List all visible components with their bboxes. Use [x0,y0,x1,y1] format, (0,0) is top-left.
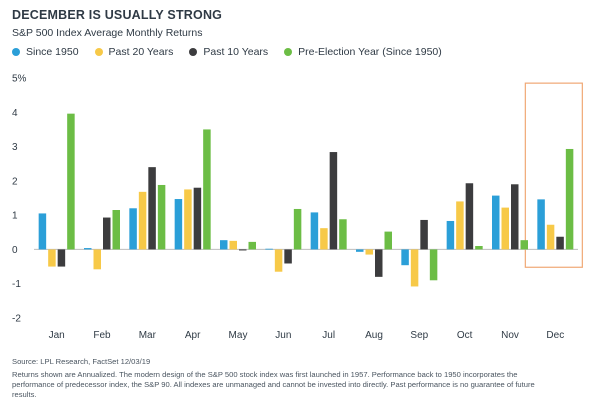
bar-oct-past-20-years [456,201,464,250]
bar-jan-since-1950 [38,213,47,250]
bar-aug-pre-election-year-since-1950 [384,231,392,250]
bar-chart-plot: -2 -1 0 1 2 3 4 5% Jan Feb Mar Apr May Jun Jul Aug Sep Oc… [12,74,583,341]
bar-nov-pre-election-year-since-1950 [520,240,528,250]
x-tick-label-oct: Oct [457,330,473,341]
bar-mar-since-1950 [129,208,137,250]
bar-jun-since-1950 [265,248,273,250]
y-tick-label-0: -2 [12,314,21,325]
legend: Since 1950 Past 20 Years Past 10 Years P… [12,45,458,59]
y-tick-label-3: 1 [12,211,18,222]
bar-nov-since-1950 [492,195,500,250]
legend-label-past-10-years: Past 10 Years [203,46,269,58]
bar-jul-past-10-years [329,152,338,250]
bar-mar-pre-election-year-since-1950 [157,184,166,250]
bar-jun-past-20-years [274,249,283,272]
bar-feb-past-20-years [93,249,101,270]
y-tick-label-1: -1 [12,279,21,290]
x-tick-label-feb: Feb [93,330,111,341]
chart-title: DECEMBER IS USUALLY STRONG [12,8,223,22]
legend-label-pre-election-year: Pre-Election Year (Since 1950) [298,46,442,58]
bar-aug-past-10-years [375,249,383,277]
bar-apr-past-10-years [193,187,202,250]
source-note: Source: LPL Research, FactSet 12/03/19 [12,357,151,366]
bar-feb-pre-election-year-since-1950 [112,210,120,250]
bar-may-pre-election-year-since-1950 [248,241,256,250]
bar-mar-past-20-years [138,191,147,250]
x-tick-label-mar: Mar [139,330,157,341]
bar-dec-past-20-years [546,224,555,250]
legend-item-past-10-years: Past 10 Years [189,46,268,58]
legend-swatch-past-20-years [94,48,103,56]
bar-may-past-20-years [229,240,237,250]
legend-item-pre-election-year: Pre-Election Year (Since 1950) [284,46,442,58]
bar-apr-pre-election-year-since-1950 [203,129,211,250]
y-tick-label-7: 5% [12,74,27,85]
legend-item-since-1950: Since 1950 [12,46,79,58]
bar-dec-since-1950 [537,199,545,250]
bar-jun-pre-election-year-since-1950 [293,208,302,250]
legend-label-since-1950: Since 1950 [26,46,79,58]
bar-apr-since-1950 [174,199,183,250]
x-tick-label-may: May [229,330,248,341]
bar-aug-since-1950 [356,249,364,252]
legend-swatch-since-1950 [12,48,20,56]
bar-apr-past-20-years [184,189,192,250]
bar-dec-pre-election-year-since-1950 [565,148,574,250]
x-tick-label-jul: Jul [322,330,335,341]
bar-jun-past-10-years [284,249,292,264]
bar-dec-past-10-years [556,236,564,250]
bar-sep-past-10-years [420,219,428,250]
y-tick-label-2: 0 [12,245,18,256]
legend-swatch-pre-election-year [284,48,293,56]
bar-jan-past-20-years [48,249,56,267]
bar-jul-since-1950 [310,212,319,250]
bar-jul-pre-election-year-since-1950 [339,219,347,250]
bar-jul-past-20-years [320,228,328,250]
x-tick-label-apr: Apr [185,330,201,341]
legend-label-past-20-years: Past 20 Years [108,46,174,58]
bar-aug-past-20-years [365,249,373,255]
disclaimer-note: Returns shown are Annualized. The modern… [12,370,535,399]
x-tick-label-sep: Sep [410,330,428,341]
highlight-box-dec [524,82,583,268]
x-tick-label-jan: Jan [49,330,65,341]
legend-item-past-20-years: Past 20 Years [94,46,174,58]
y-tick-label-5: 3 [12,142,18,153]
bar-mar-past-10-years [148,167,156,250]
bar-sep-pre-election-year-since-1950 [429,249,438,281]
legend-swatch-past-10-years [189,48,198,56]
x-tick-label-jun: Jun [275,330,291,341]
bar-feb-since-1950 [84,248,92,250]
bar-sep-past-20-years [410,249,419,287]
bar-oct-past-10-years [465,183,474,250]
y-tick-label-4: 2 [12,176,18,187]
bar-may-past-10-years [239,249,247,251]
bar-nov-past-20-years [501,207,509,250]
chart-subtitle: S&P 500 Index Average Monthly Returns [12,27,203,39]
bar-feb-past-10-years [103,217,111,250]
x-tick-label-aug: Aug [365,330,383,341]
bar-jan-past-10-years [57,249,66,267]
x-tick-label-dec: Dec [546,330,564,341]
x-tick-label-nov: Nov [501,330,519,341]
bar-may-since-1950 [220,240,228,250]
bar-oct-since-1950 [446,220,455,250]
bar-jan-pre-election-year-since-1950 [67,113,75,250]
y-tick-label-6: 4 [12,108,18,119]
bar-oct-pre-election-year-since-1950 [475,246,483,250]
bar-sep-since-1950 [401,249,409,266]
bar-nov-past-10-years [511,184,519,250]
